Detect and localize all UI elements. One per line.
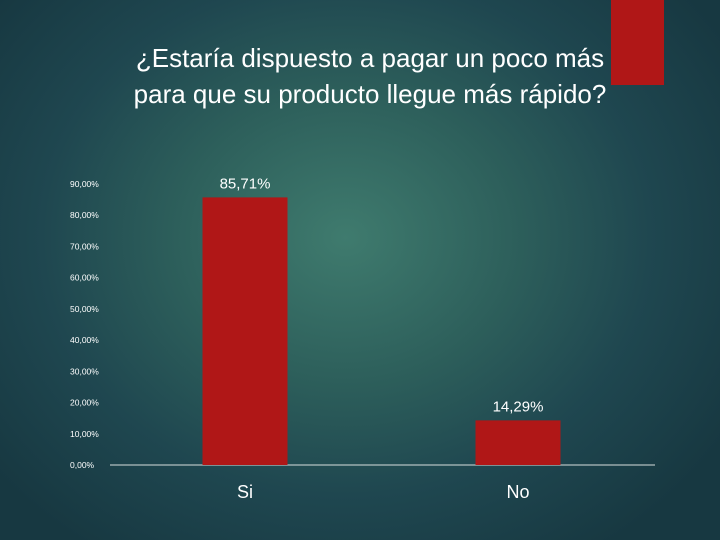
chart-title: ¿Estaría dispuesto a pagar un poco más p… [60,40,680,112]
y-tick-label: 40,00% [70,335,99,345]
chart-title-line-1: ¿Estaría dispuesto a pagar un poco más [135,43,605,73]
y-tick-label: 50,00% [70,304,99,314]
chart-title-line-2: para que su producto llegue más rápido? [133,79,607,109]
x-category-label: No [506,482,529,502]
bar-si [202,197,288,465]
y-tick-label: 90,00% [70,179,99,189]
data-label: 14,29% [493,398,544,415]
y-tick-label: 10,00% [70,429,99,439]
y-tick-label: 60,00% [70,273,99,283]
y-tick-label: 80,00% [70,210,99,220]
accent-bar [611,0,664,85]
y-tick-label: 30,00% [70,366,99,376]
y-tick-label: 20,00% [70,398,99,408]
y-tick-label: 70,00% [70,241,99,251]
y-tick-label: 0,00% [70,460,95,470]
x-category-label: Si [237,482,253,502]
bar-no [475,420,561,465]
data-label: 85,71% [220,175,271,192]
